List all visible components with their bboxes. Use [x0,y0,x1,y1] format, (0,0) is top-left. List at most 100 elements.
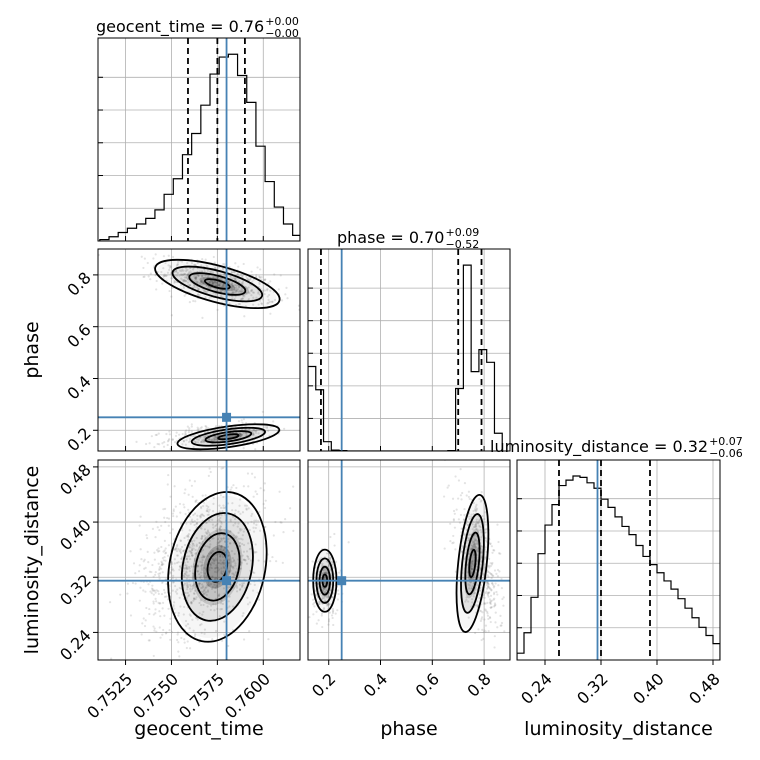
sample-point [239,298,242,301]
sample-point [171,512,175,515]
sample-point [134,582,137,585]
sample-point [188,284,192,287]
sample-point [249,278,252,281]
sample-point [255,296,258,299]
sample-point [252,303,255,306]
sample-point [176,631,180,634]
sample-point [148,665,150,667]
sample-point [184,432,187,435]
sample-point [499,614,502,617]
panel-2_2 [517,460,720,660]
sample-point [162,628,165,632]
sample-point [493,646,496,649]
sample-point [250,472,254,475]
y-tick-label: 0.48 [56,460,95,499]
sample-point [131,581,135,585]
sample-point [195,276,198,279]
sample-point [273,273,276,276]
sample-point [186,640,189,643]
sample-point [204,290,207,294]
sample-point [182,279,185,282]
sample-point [179,522,183,525]
sample-point [204,435,207,438]
sample-point [302,508,304,510]
sample-point [212,276,215,279]
sample-point [235,284,238,287]
sample-point [267,301,270,304]
sample-point [142,617,145,620]
sample-point [172,514,175,518]
sample-point [188,437,192,440]
sample-point [203,270,206,273]
sample-point [251,288,254,292]
sample-point [212,281,215,285]
sample-point [161,442,164,445]
sample-point [483,618,486,621]
sample-point [194,300,197,303]
sample-point [211,283,214,286]
sample-point [148,639,151,642]
sample-point [219,281,222,285]
sample-point [202,282,205,285]
sample-point [197,274,200,277]
y-tick-label: 0.40 [56,515,95,554]
sample-point [273,298,277,302]
sample-point [221,268,225,271]
sample-point [199,427,202,430]
sample-point [209,271,213,274]
sample-point [245,277,249,280]
sample-point [132,562,136,565]
sample-point [205,291,208,294]
sample-point [168,268,171,271]
sample-point [167,544,170,547]
sample-point [193,286,197,289]
x-tick-label: 0.48 [685,669,724,708]
sample-point [488,557,491,561]
sample-point [462,518,465,521]
sample-point [211,638,214,641]
sample-point [336,609,339,612]
sample-point [140,633,143,636]
sample-point [155,288,158,291]
x-tick-label: 0.7550 [129,669,182,722]
sample-point [165,274,168,277]
sample-point [312,613,315,616]
sample-point [459,467,462,471]
sample-point [187,493,190,496]
sample-point [168,430,171,433]
sample-point [173,485,176,488]
sample-point [166,443,169,447]
sample-point [496,523,499,526]
sample-point [226,281,230,284]
sample-point [183,272,186,276]
sample-point [206,269,210,272]
sample-point [258,293,262,296]
sample-point [208,280,211,284]
sample-point [259,487,262,490]
sample-point [210,438,214,441]
sample-point [266,302,269,305]
sample-point [241,297,244,300]
sample-point [233,286,236,289]
sample-point [495,590,498,594]
sample-point [200,282,203,285]
sample-point [153,558,156,561]
sample-point [161,601,165,604]
sample-point [163,274,167,278]
sample-point [496,568,500,572]
sample-point [449,540,452,543]
sample-point [494,611,497,614]
x-tick-label: 0.4 [360,669,391,700]
sample-point [457,479,461,482]
sample-point [494,582,497,585]
sample-point [181,432,184,436]
sample-point [334,612,337,615]
sample-point [199,436,202,439]
sample-point [492,593,496,596]
sample-point [443,547,446,550]
sample-point [176,633,179,636]
sample-point [158,443,161,446]
sample-point [267,282,270,285]
sample-point [174,280,177,283]
sample-point [157,590,160,593]
